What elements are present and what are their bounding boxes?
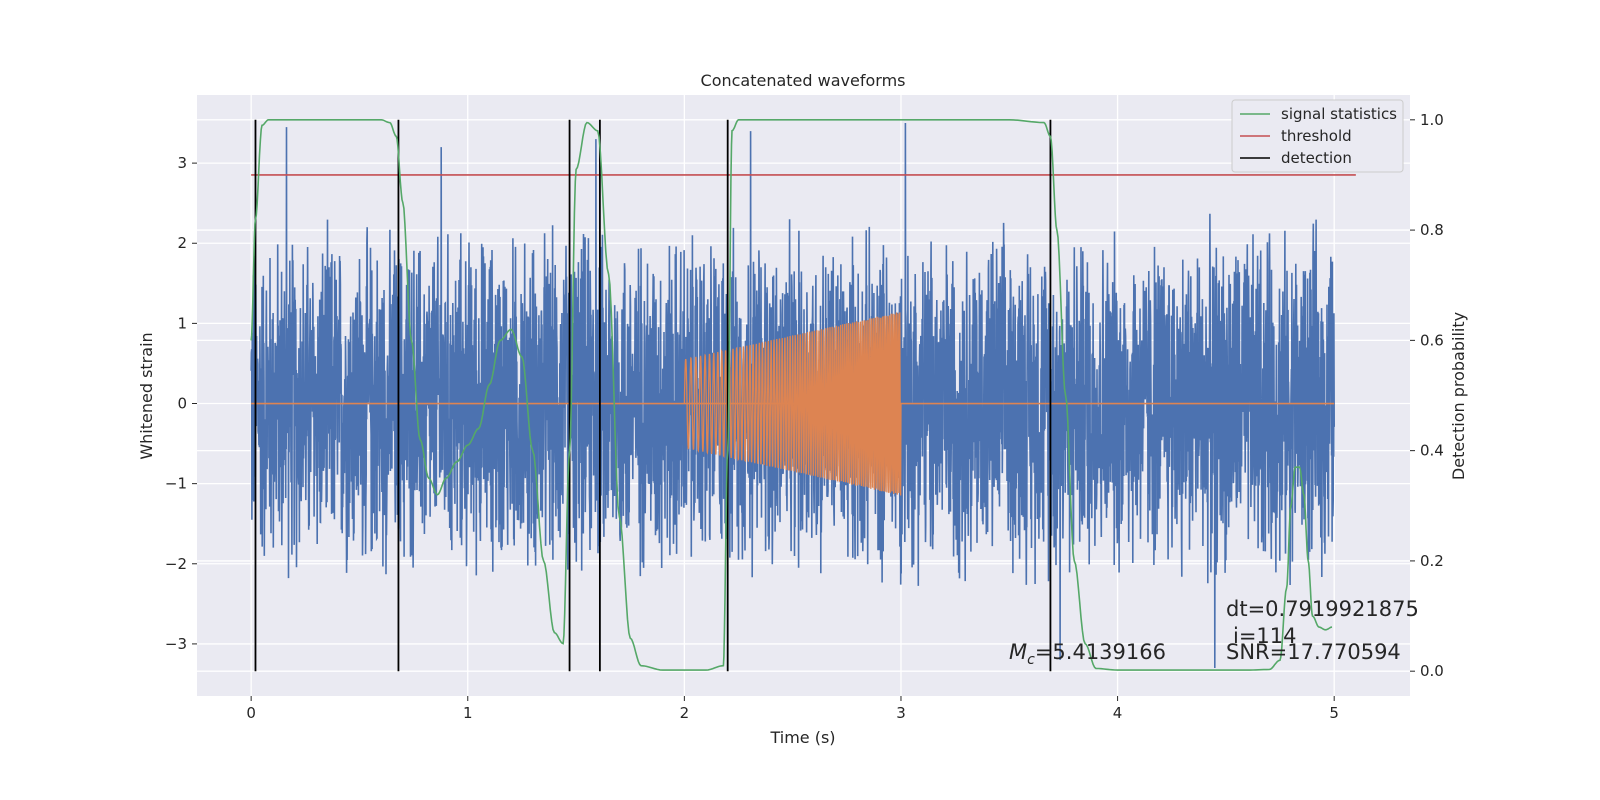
snr-annotation: SNR=17.770594: [1226, 640, 1401, 664]
mc-symbol: M: [1009, 640, 1027, 664]
ticks: 0 1 2 3 4 5 −3 −2 −1 0 1 2 3 0.0 0.2 0.4 0.6 0.8 1.0: [165, 111, 1444, 722]
dt-annotation: dt=0.7919921875: [1226, 597, 1419, 621]
injected-chirp-series: [683, 312, 902, 496]
mc-value: =5.4139166: [1035, 640, 1166, 664]
y2-tick-label: 0.6: [1420, 331, 1444, 349]
mc-subscript: c: [1027, 652, 1035, 668]
mc-annotation: Mc=5.4139166: [1009, 640, 1166, 668]
x-tick-label: 1: [463, 704, 473, 722]
strain-noise-series: [250, 122, 1335, 669]
legend-box: [1231, 99, 1404, 173]
y2-tick-label: 0.4: [1420, 442, 1444, 460]
index-annotation: i=114: [1233, 624, 1297, 648]
x-tick-label: 5: [1329, 704, 1339, 722]
detection-series: [254, 119, 1052, 672]
legend-label-detection: detection: [1281, 149, 1352, 167]
x-axis-title: Time (s): [769, 728, 835, 747]
y-tick-label: 0: [177, 395, 187, 413]
x-tick-label: 0: [246, 704, 256, 722]
signal-statistics-series: [250, 119, 1333, 671]
y-axis-title: Whitened strain: [137, 332, 156, 459]
y2-tick-label: 0.8: [1420, 221, 1444, 239]
x-tick-label: 2: [680, 704, 690, 722]
y-tick-label: −3: [165, 635, 187, 653]
y-tick-label: 2: [177, 234, 187, 252]
y2-tick-label: 0.0: [1420, 662, 1444, 680]
x-tick-label: 4: [1113, 704, 1123, 722]
legend-label-threshold: threshold: [1281, 127, 1352, 145]
y2-tick-label: 0.2: [1420, 552, 1444, 570]
y-tick-label: 3: [177, 154, 187, 172]
legend: signal statistics threshold detection: [1231, 99, 1404, 173]
y2-axis-title: Detection probability: [1449, 312, 1468, 480]
y-tick-label: 1: [177, 314, 187, 332]
y-tick-label: −1: [165, 475, 187, 493]
y-tick-label: −2: [165, 555, 187, 573]
legend-label-signal-statistics: signal statistics: [1281, 105, 1397, 123]
chart-title: Concatenated waveforms: [701, 71, 906, 90]
y2-tick-label: 1.0: [1420, 111, 1444, 129]
x-tick-label: 3: [896, 704, 906, 722]
